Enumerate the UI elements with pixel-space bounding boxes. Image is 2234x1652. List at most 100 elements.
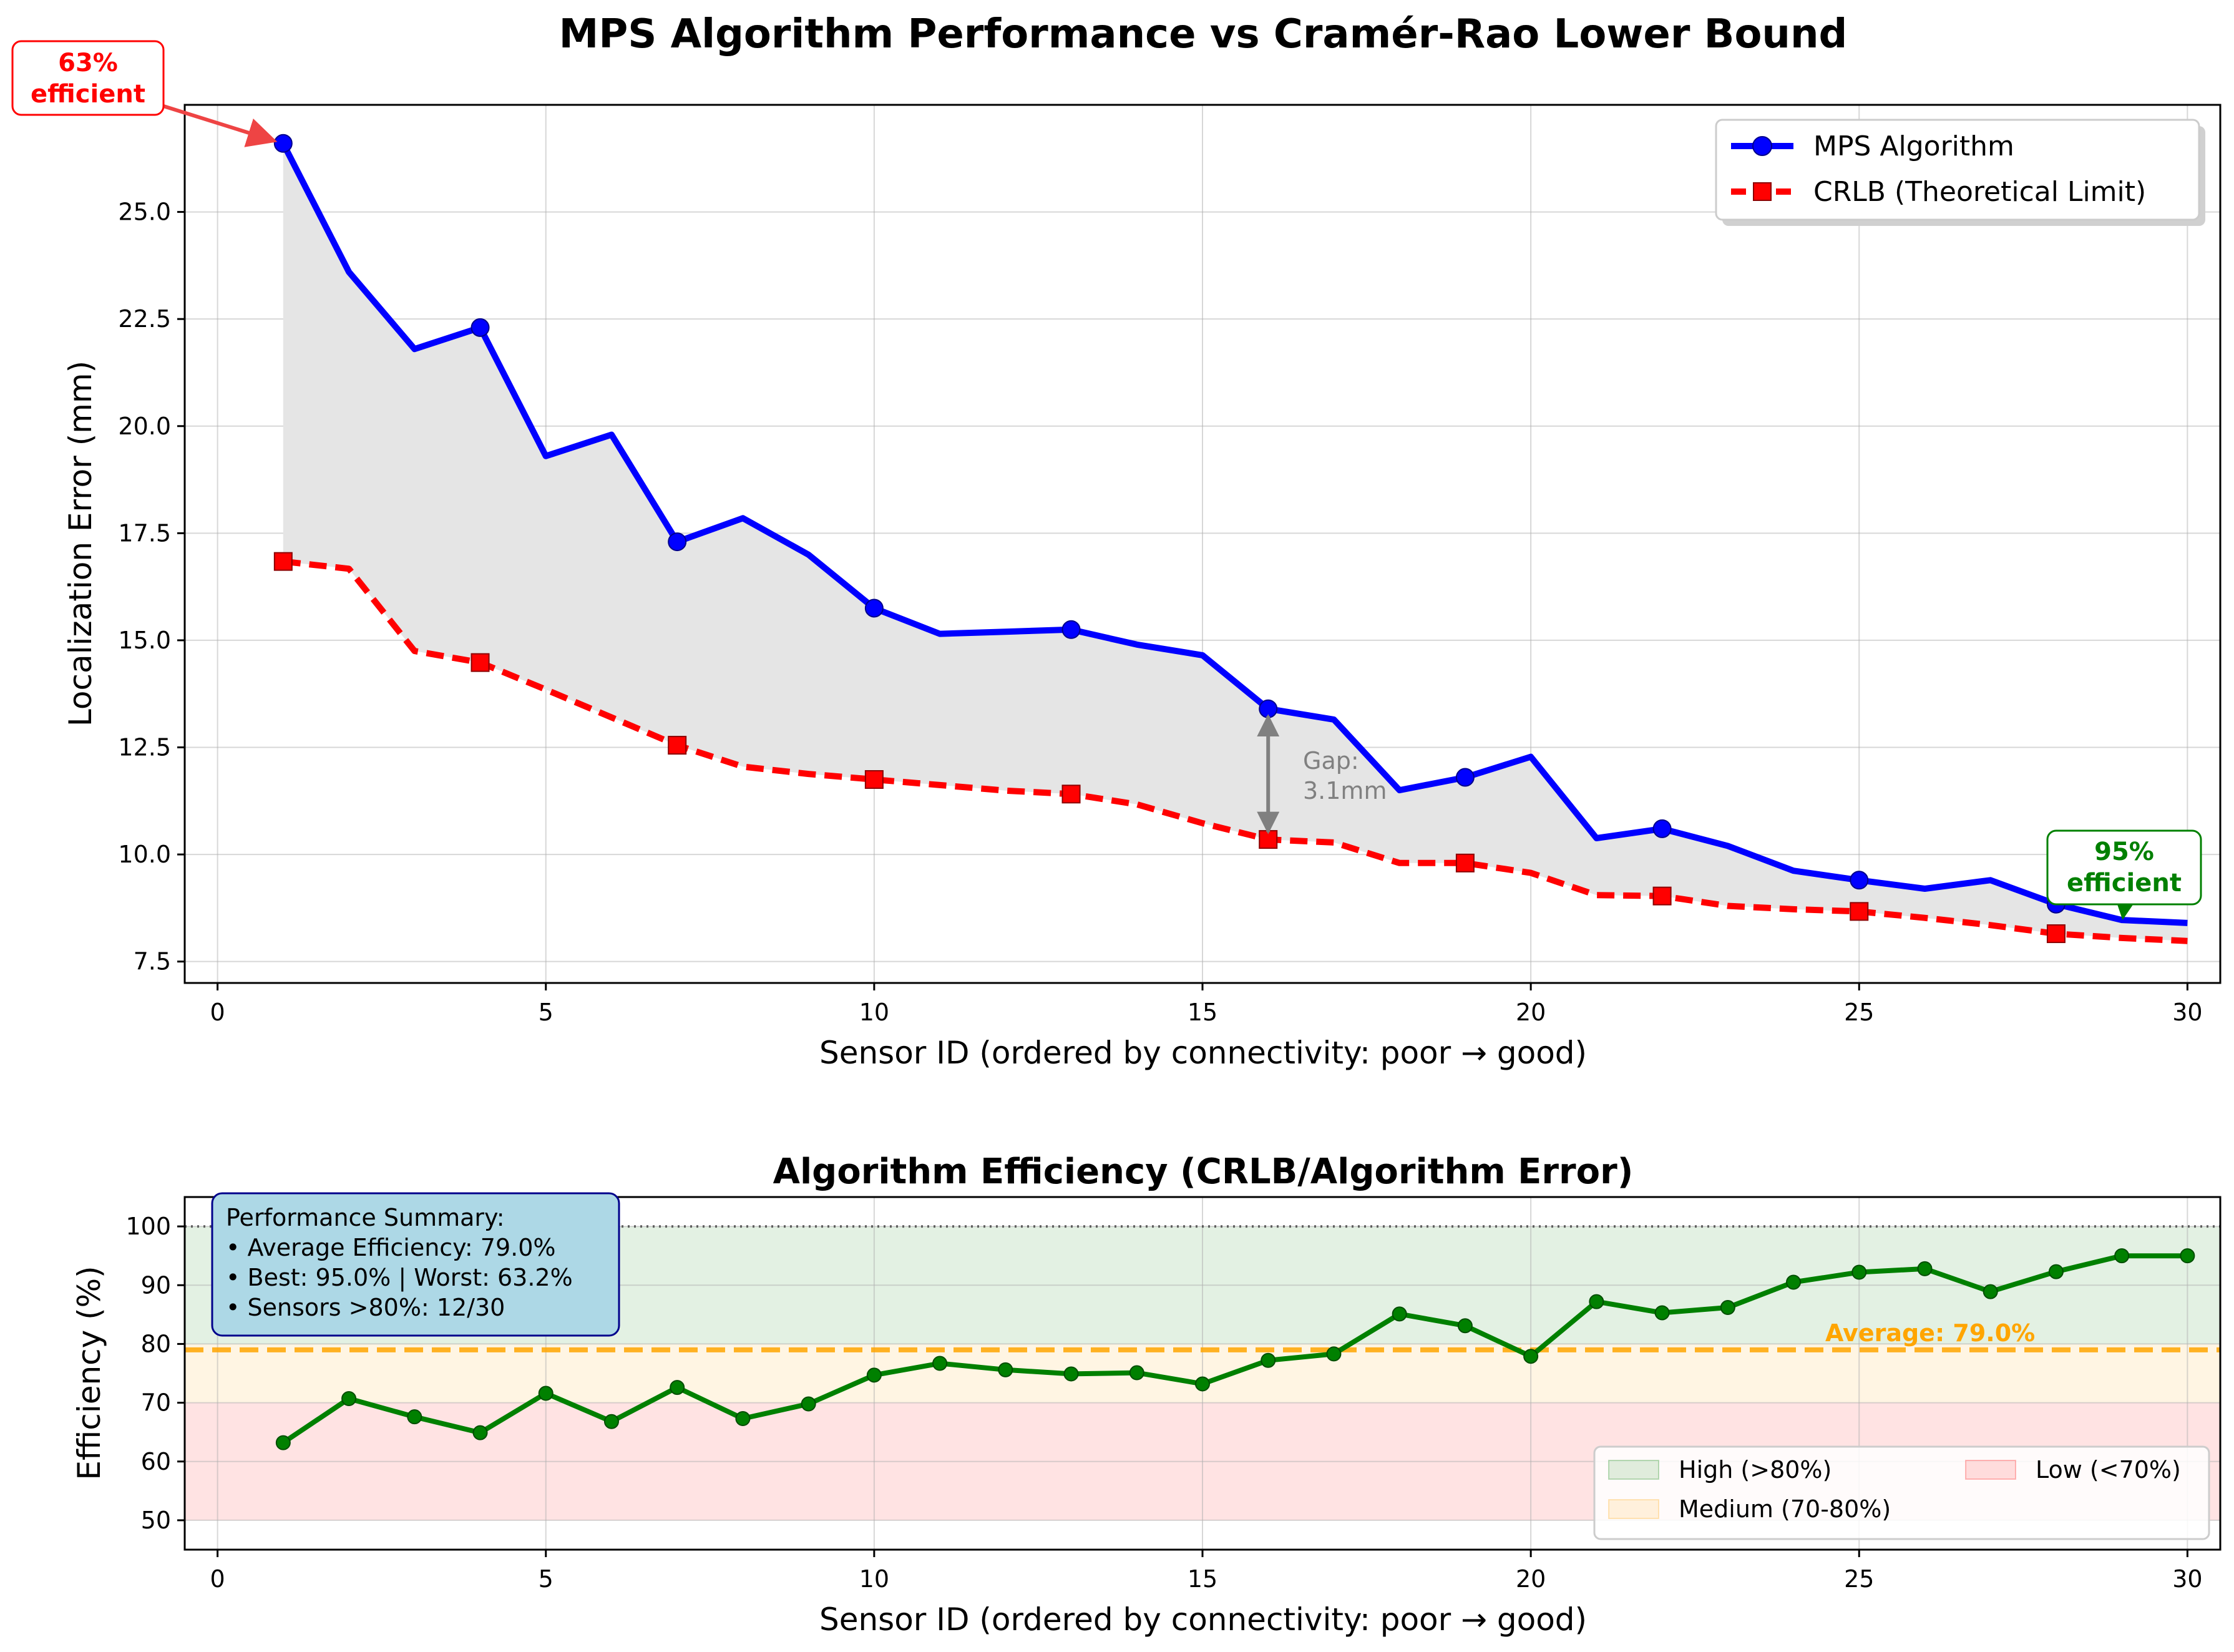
error-chart-x-tick-label: 15 (1188, 999, 1217, 1026)
efficiency-point (1129, 1365, 1144, 1381)
legend-label-low: Low (<70%) (2036, 1456, 2181, 1483)
efficiency-chart-x-tick-label: 5 (539, 1565, 554, 1593)
legend-label-mps: MPS Algorithm (1813, 130, 2014, 162)
efficiency-chart-x-tick-label: 0 (210, 1565, 225, 1593)
efficiency-legend: High (>80%) Medium (70-80%) Low (<70%) (1593, 1445, 2210, 1540)
efficiency-chart: Algorithm Efficiency (CRLB/Algorithm Err… (71, 1151, 2222, 1638)
error-chart-y-tick-label: 7.5 (134, 948, 171, 975)
efficiency-chart-y-ticks: 50 60 70 80 90 100 (125, 1213, 185, 1534)
efficiency-chart-x-label: Sensor ID (ordered by connectivity: poor… (819, 1601, 1587, 1638)
error-chart-y-tick-label: 17.5 (118, 519, 171, 547)
efficiency-point (1983, 1284, 1998, 1299)
efficiency-point (932, 1356, 948, 1371)
mps-point (864, 599, 884, 618)
efficiency-chart-y-tick-label: 50 (141, 1507, 171, 1534)
mps-point (471, 318, 490, 337)
efficiency-point (801, 1396, 816, 1412)
efficiency-point (735, 1411, 751, 1427)
efficiency-point (1654, 1305, 1670, 1321)
crlb-point (1850, 902, 1869, 921)
annotation-best-label: efficient (2067, 869, 2182, 897)
annotation-best-percent: 95% (2094, 838, 2154, 866)
efficiency-line (281, 1253, 2188, 1445)
efficiency-point (1392, 1306, 1407, 1322)
legend-item-crlb: CRLB (Theoretical Limit) (1731, 176, 2146, 208)
mps-point (1455, 768, 1475, 787)
efficiency-point (1589, 1294, 1604, 1309)
crlb-point (1652, 886, 1672, 906)
error-chart-x-tick-label: 25 (1844, 999, 1874, 1026)
error-chart-y-label: Localization Error (mm) (62, 361, 99, 726)
efficiency-chart-x-tick-label: 10 (859, 1565, 889, 1593)
efficiency-chart-y-tick-label: 100 (125, 1213, 171, 1240)
mps-point (1259, 699, 1278, 718)
efficiency-point (1720, 1300, 1735, 1316)
efficiency-point (603, 1414, 619, 1429)
efficiency-point (275, 1435, 291, 1450)
error-chart-x-ticks: 0 5 10 15 20 25 30 (210, 983, 2203, 1026)
efficiency-chart-y-tick-label: 60 (141, 1448, 171, 1475)
error-chart-x-tick-label: 0 (210, 999, 225, 1026)
legend-label-crlb: CRLB (Theoretical Limit) (1813, 176, 2146, 208)
error-chart-y-tick-label: 20.0 (118, 413, 171, 440)
crlb-point (2046, 924, 2066, 944)
efficiency-point (1195, 1376, 1210, 1392)
summary-sensors-high: • Sensors >80%: 12/30 (226, 1294, 505, 1321)
legend-item-high: High (>80%) (1608, 1456, 1832, 1483)
crlb-point (1259, 830, 1278, 849)
annotation-worst-percent: 63% (58, 49, 118, 77)
error-chart-y-tick-label: 10.0 (118, 841, 171, 868)
mps-point (1652, 819, 1672, 838)
efficiency-point (866, 1367, 882, 1383)
annotation-best-efficiency: 95% efficient (2046, 829, 2202, 920)
efficiency-chart-y-label: Efficiency (%) (71, 1266, 107, 1480)
summary-title: Performance Summary: (226, 1204, 505, 1231)
mps-point (668, 532, 687, 552)
efficiency-point (407, 1409, 422, 1425)
crlb-point (1455, 853, 1475, 872)
error-chart-title: MPS Algorithm Performance vs Cramér-Rao … (559, 11, 1848, 57)
efficiency-chart-x-tick-label: 25 (1844, 1565, 1874, 1593)
efficiency-point (1786, 1274, 1802, 1290)
crlb-point (471, 653, 490, 672)
crlb-point (273, 552, 293, 571)
legend-label-medium: Medium (70-80%) (1679, 1495, 1891, 1523)
efficiency-chart-y-tick-label: 80 (141, 1330, 171, 1357)
efficiency-reference-lines (185, 1225, 2220, 1352)
annotation-worst-label: efficient (31, 80, 145, 109)
mps-point (1061, 620, 1081, 639)
efficiency-point (998, 1362, 1013, 1377)
mps-point (273, 134, 293, 153)
efficiency-chart-y-tick-label: 90 (141, 1271, 171, 1299)
efficiency-point (1261, 1352, 1276, 1368)
legend-marker-square (1753, 182, 1772, 201)
crlb-point (1061, 784, 1081, 804)
annotation-gap-title: Gap: (1303, 747, 1359, 775)
efficiency-point (2048, 1264, 2064, 1279)
efficiency-chart-x-tick-label: 20 (1516, 1565, 1546, 1593)
error-chart-x-label: Sensor ID (ordered by connectivity: poor… (819, 1035, 1587, 1071)
efficiency-chart-y-tick-label: 70 (141, 1389, 171, 1417)
legend-item-mps: MPS Algorithm (1731, 130, 2014, 162)
error-chart: MPS Algorithm Performance vs Cramér-Rao … (11, 11, 2222, 1071)
efficiency-chart-x-tick-label: 30 (2172, 1565, 2202, 1593)
efficiency-point (670, 1380, 685, 1395)
error-chart-x-tick-label: 30 (2172, 999, 2202, 1026)
legend-item-medium: Medium (70-80%) (1608, 1495, 1891, 1523)
annotation-gap: Gap: 3.1mm (1257, 714, 1387, 834)
efficiency-point (1457, 1318, 1473, 1334)
annotation-gap-value: 3.1mm (1303, 777, 1387, 804)
average-efficiency-label: Average: 79.0% (1825, 1319, 2035, 1347)
efficiency-point (1917, 1261, 1933, 1276)
efficiency-point (1851, 1264, 1867, 1280)
efficiency-point (341, 1391, 357, 1406)
efficiency-point (1326, 1346, 1342, 1362)
legend-marker-circle (1752, 136, 1772, 156)
efficiency-point (2114, 1248, 2130, 1264)
error-chart-x-tick-label: 10 (859, 999, 889, 1026)
efficiency-chart-x-ticks: 0 5 10 15 20 25 30 (210, 1550, 2203, 1593)
mps-line (280, 142, 2188, 926)
efficiency-chart-title: Algorithm Efficiency (CRLB/Algorithm Err… (773, 1151, 1634, 1192)
error-chart-y-ticks: 7.5 10.0 12.5 15.0 17.5 20.0 22.5 25.0 (118, 198, 185, 975)
